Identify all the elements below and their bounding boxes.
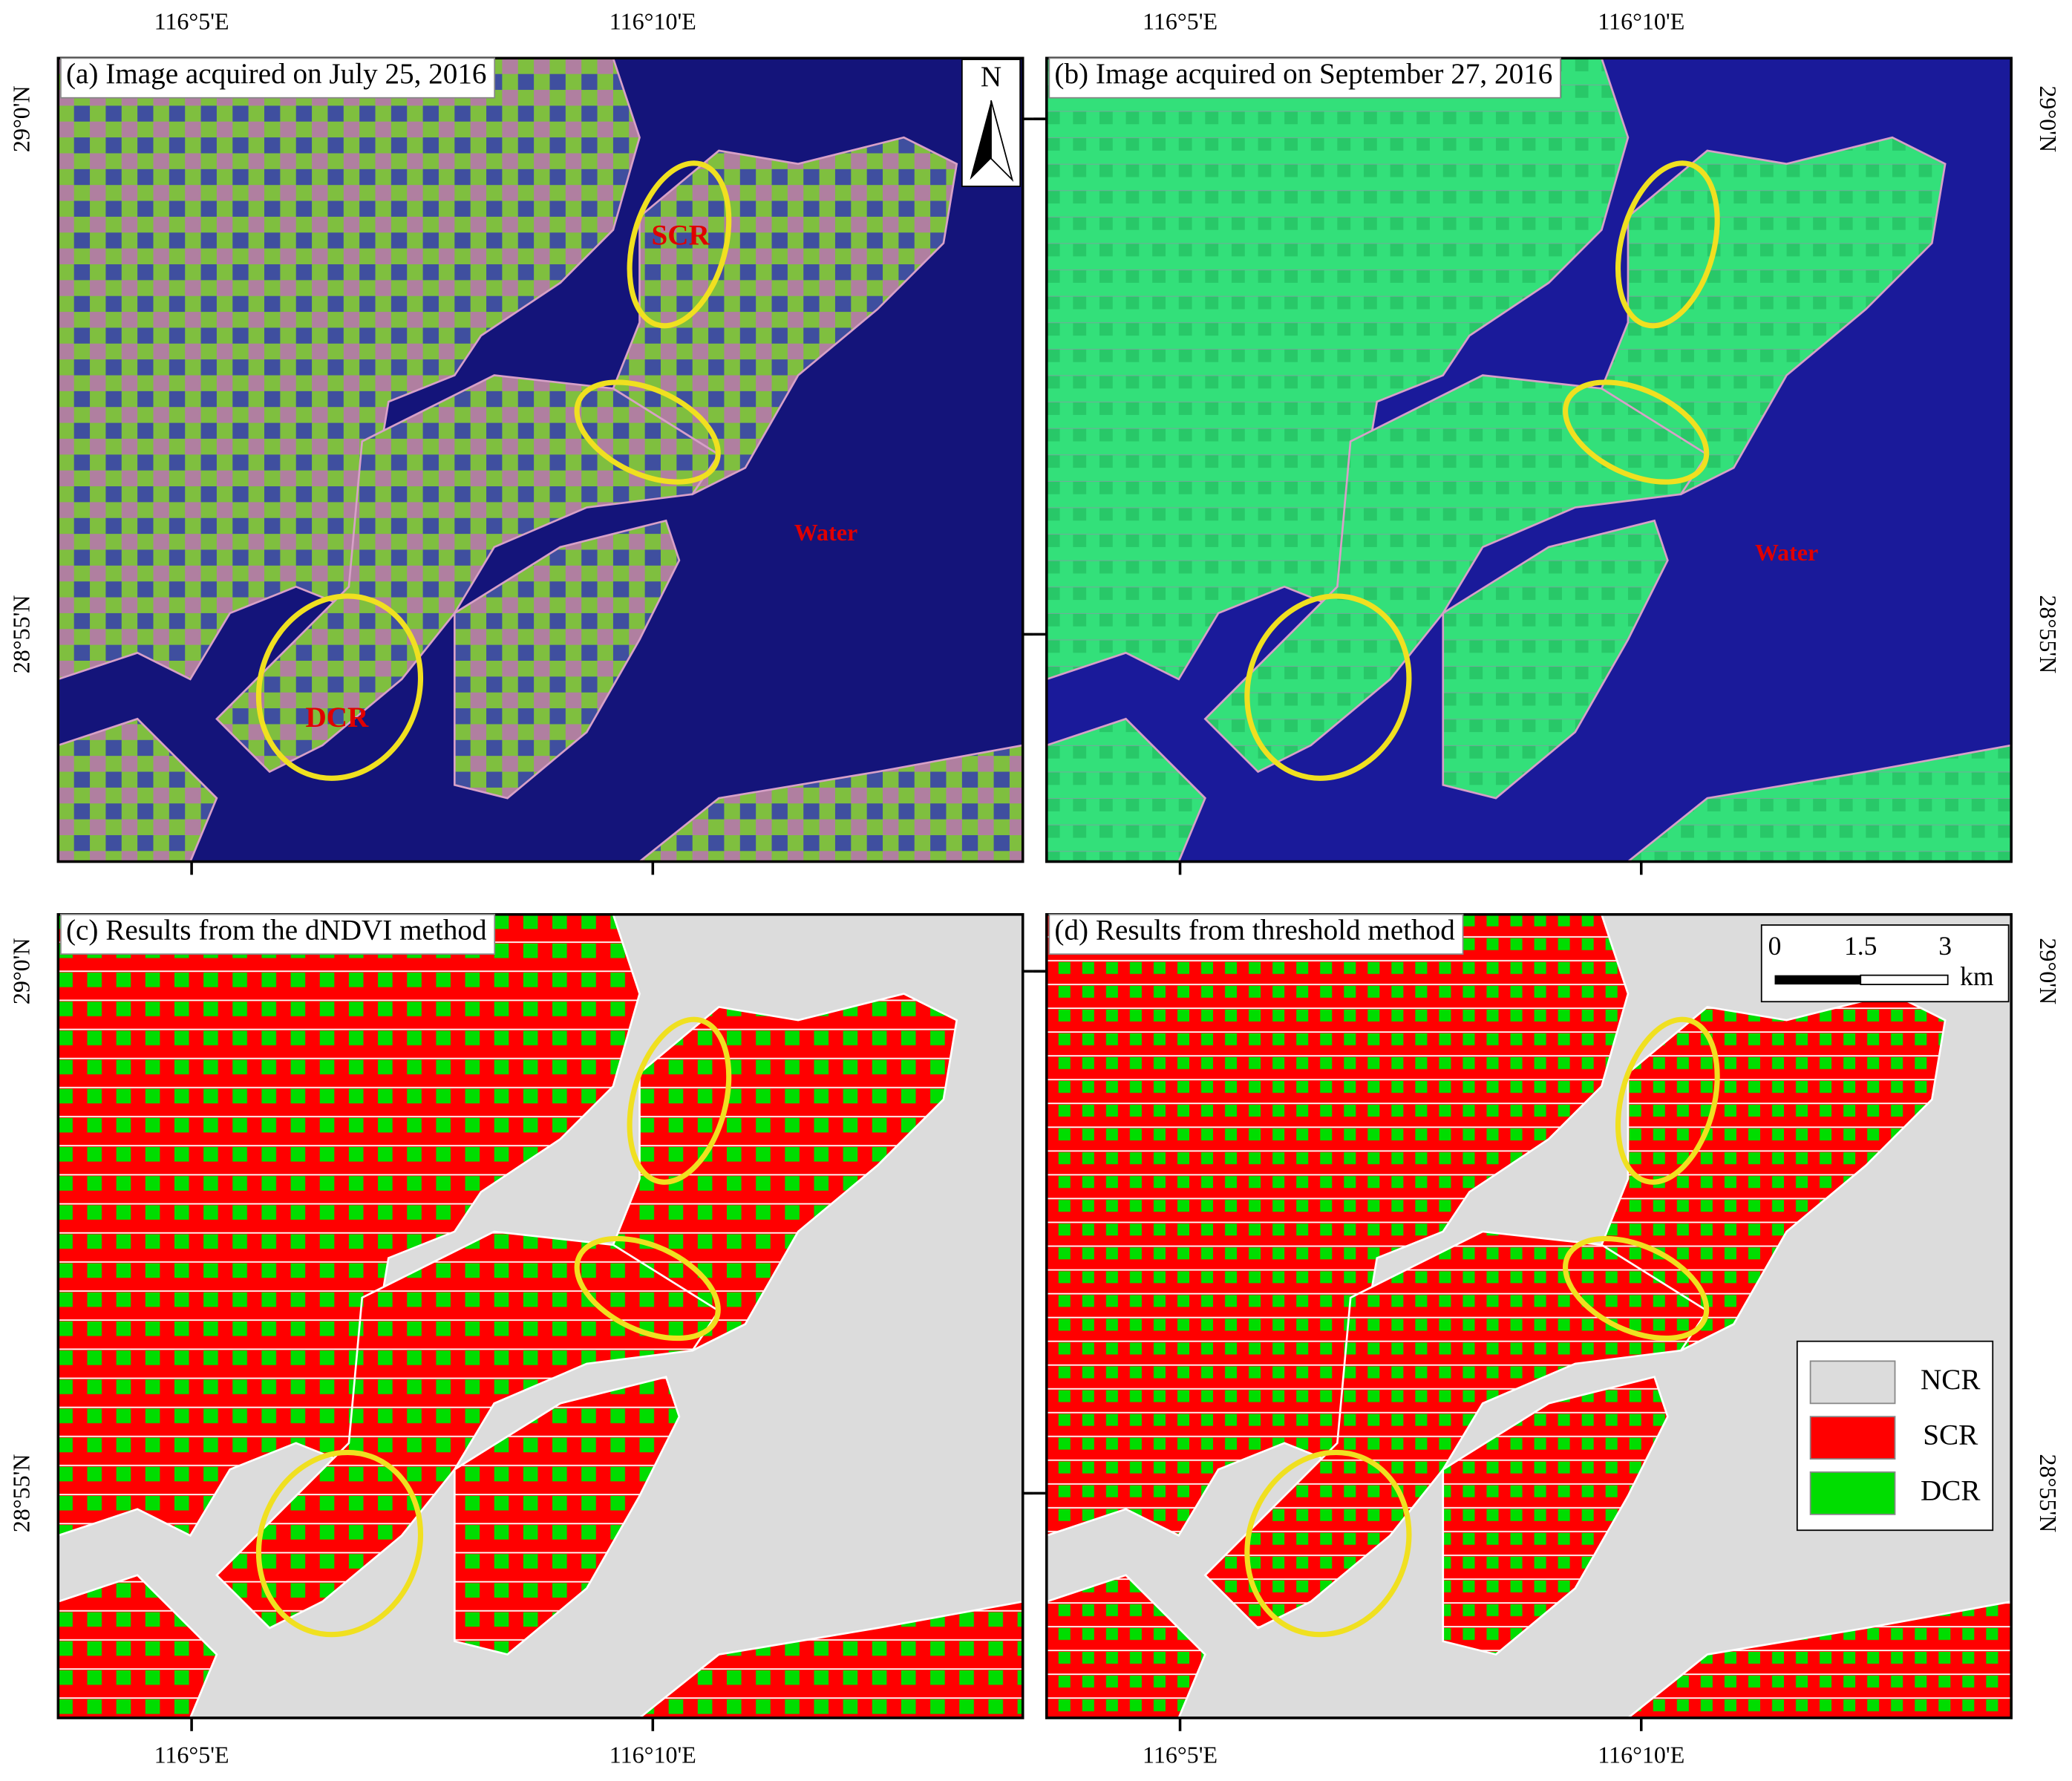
y-axis-label: 28°55'N: [2035, 595, 2062, 674]
highlight-ellipse: [1244, 593, 1412, 781]
y-axis-label: 28°55'N: [7, 595, 34, 674]
panel-label-box: [59, 57, 496, 99]
x-axis-label: 116°10'E: [609, 7, 696, 34]
x-axis-label: 116°10'E: [609, 1742, 696, 1768]
land: [1626, 744, 2012, 862]
map-annotation: SCR: [652, 219, 710, 251]
highlight-ellipse: [1244, 1449, 1412, 1638]
panel-label-box: [1048, 913, 1464, 955]
legend-label: NCR: [1921, 1364, 1981, 1396]
map-image: [58, 914, 1023, 1718]
land: [1442, 1376, 1669, 1656]
land: [638, 1601, 1023, 1718]
scale-bar-segment: [1774, 975, 1861, 985]
north-arrow: [990, 100, 1014, 183]
north-arrow-box: [961, 59, 1022, 187]
scale-bar-tick-label: 0: [1768, 931, 1782, 961]
panel-label-box: [59, 913, 496, 955]
x-axis-label: 116°5'E: [1143, 1742, 1218, 1768]
legend-swatch: [1809, 1416, 1896, 1460]
map-annotation: Water: [1755, 539, 1818, 566]
land: [453, 1376, 681, 1656]
land: [1046, 1574, 1206, 1718]
land: [1442, 519, 1669, 800]
map-image: [1046, 58, 2012, 862]
scale-bar-unit: km: [1960, 961, 1994, 991]
legend-label: SCR: [1923, 1419, 1978, 1451]
x-axis-label: 116°10'E: [1598, 1742, 1684, 1768]
highlight-ellipse: [627, 1016, 732, 1185]
x-axis-label: 116°10'E: [1598, 7, 1684, 34]
north-arrow-label: N: [981, 61, 1001, 93]
scale-bar-segment: [1860, 974, 1949, 985]
highlight-ellipse: [627, 160, 732, 329]
scale-bar-tick-label: 1.5: [1844, 931, 1877, 961]
y-axis-label: 28°55'N: [2035, 1454, 2062, 1533]
land: [58, 1574, 218, 1718]
highlight-ellipse: [574, 1235, 721, 1342]
legend-label: DCR: [1921, 1474, 1981, 1506]
y-axis-label: 28°55'N: [7, 1454, 34, 1533]
panel-frame: [56, 56, 1024, 863]
scale-bar-box: [1760, 924, 2010, 1003]
map-image: [1046, 914, 2012, 1718]
highlight-ellipse: [255, 1449, 424, 1638]
y-axis-label: 29°0'N: [7, 938, 34, 1004]
highlight-ellipse: [255, 593, 424, 781]
panel-frame: [56, 912, 1024, 1719]
land: [58, 717, 218, 862]
y-axis-label: 29°0'N: [7, 85, 34, 152]
legend-swatch: [1809, 1360, 1896, 1405]
y-axis-label: 29°0'N: [2035, 85, 2062, 152]
land: [638, 744, 1023, 862]
land: [1046, 717, 1206, 862]
map-panel: (a) Image acquired on July 25, 2016 116°5…: [7, 7, 1033, 875]
scale-bar-tick-label: 3: [1938, 931, 1952, 961]
y-axis-label: 29°0'N: [2035, 938, 2062, 1004]
land: [1626, 1601, 2012, 1718]
highlight-ellipse: [574, 379, 721, 485]
map-panel: (d) Results from threshold method 116°5'E…: [1033, 912, 2062, 1768]
land: [453, 519, 681, 800]
highlight-ellipse: [1615, 160, 1720, 329]
map-image: [58, 58, 1023, 862]
panel-label: (c) Results from the dNDVI method: [66, 915, 487, 947]
x-axis-label: 116°5'E: [154, 7, 229, 34]
panel-label-box: [1048, 57, 1561, 99]
panel-frame: [1045, 912, 2013, 1719]
x-axis-label: 116°5'E: [154, 1742, 229, 1768]
highlight-ellipse: [1615, 1016, 1720, 1185]
panel-label: (d) Results from threshold method: [1054, 915, 1455, 947]
map-annotation: DCR: [305, 702, 369, 733]
panel-label: (b) Image acquired on September 27, 2016: [1054, 58, 1552, 90]
highlight-ellipse: [1563, 379, 1710, 485]
map-annotation: Water: [794, 519, 857, 546]
map-panel: (c) Results from the dNDVI method 116°5'E…: [7, 912, 1033, 1768]
x-axis-label: 116°5'E: [1143, 7, 1218, 34]
legend-swatch: [1809, 1471, 1896, 1515]
panel-label: (a) Image acquired on July 25, 2016: [66, 58, 487, 90]
map-panel: (b) Image acquired on September 27, 2016…: [1033, 7, 2062, 875]
north-arrow: [970, 100, 991, 180]
highlight-ellipse: [1563, 1235, 1710, 1342]
